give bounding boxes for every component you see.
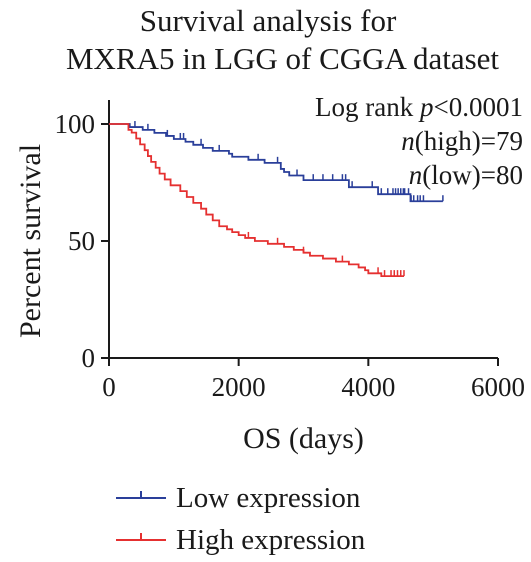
n-high-annotation: n(high)=79	[401, 126, 523, 156]
y-tick-label: 0	[82, 343, 96, 373]
x-tick-label: 6000	[471, 372, 525, 402]
legend-swatch-low	[116, 491, 166, 499]
y-tick-label: 100	[55, 109, 96, 139]
x-tick-label: 2000	[212, 372, 266, 402]
x-tick-label: 4000	[341, 372, 395, 402]
y-tick-label: 50	[68, 226, 95, 256]
series-line-high-expression	[109, 123, 404, 277]
x-tick-label: 0	[102, 372, 116, 402]
y-axis-label: Percent survival	[14, 144, 47, 338]
chart-title-line-1: Survival analysis for	[139, 3, 397, 38]
chart-title-line-2: MXRA5 in LGG of CGGA dataset	[65, 41, 500, 76]
x-axis-label: OS (days)	[243, 422, 364, 455]
n-low-annotation: n(low)=80	[408, 160, 523, 190]
logrank-annotation: Log rank p<0.0001	[315, 92, 523, 122]
legend-swatch-high	[116, 533, 166, 541]
series-line-low-expression	[109, 123, 443, 203]
legend-label-low: Low expression	[176, 482, 361, 514]
legend-label-high: High expression	[176, 524, 366, 556]
